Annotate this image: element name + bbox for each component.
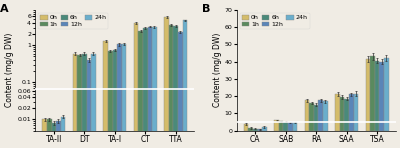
- Bar: [262, 127, 267, 131]
- Bar: [112, 50, 117, 148]
- Bar: [61, 117, 65, 148]
- Bar: [42, 119, 47, 148]
- Bar: [284, 122, 288, 131]
- Bar: [91, 54, 96, 148]
- Bar: [370, 56, 375, 131]
- Bar: [258, 130, 262, 131]
- Bar: [305, 100, 309, 131]
- Bar: [288, 122, 292, 131]
- Bar: [108, 51, 112, 148]
- Bar: [318, 100, 323, 131]
- Bar: [138, 30, 143, 148]
- Bar: [82, 54, 87, 148]
- Bar: [73, 54, 78, 148]
- Bar: [134, 23, 138, 148]
- Bar: [178, 32, 183, 148]
- Bar: [323, 101, 328, 131]
- Text: A: A: [0, 4, 9, 14]
- Bar: [183, 20, 187, 148]
- Bar: [344, 99, 349, 131]
- Bar: [87, 60, 91, 148]
- Bar: [335, 94, 340, 131]
- Bar: [117, 45, 122, 148]
- Bar: [380, 62, 384, 131]
- Bar: [244, 124, 248, 131]
- Bar: [309, 103, 314, 131]
- Bar: [122, 44, 126, 148]
- Bar: [47, 119, 52, 148]
- Bar: [366, 59, 370, 131]
- Bar: [248, 128, 253, 131]
- Bar: [52, 123, 56, 148]
- Bar: [340, 97, 344, 131]
- Bar: [164, 17, 169, 148]
- Bar: [103, 41, 108, 148]
- Bar: [169, 25, 174, 148]
- Bar: [78, 55, 82, 148]
- Bar: [274, 120, 279, 131]
- Bar: [148, 26, 152, 148]
- Bar: [375, 61, 380, 131]
- Y-axis label: Content (mg/g DW): Content (mg/g DW): [213, 33, 222, 107]
- Legend: 0h, 1h, 6h, 12h, 24h: 0h, 1h, 6h, 12h, 24h: [38, 13, 108, 29]
- Bar: [349, 94, 354, 131]
- Bar: [253, 129, 258, 131]
- Bar: [354, 94, 358, 131]
- Bar: [152, 27, 157, 148]
- Bar: [384, 58, 388, 131]
- Bar: [56, 121, 61, 148]
- Text: B: B: [202, 4, 210, 14]
- Bar: [279, 121, 284, 131]
- Bar: [292, 122, 297, 131]
- Bar: [143, 28, 148, 148]
- Y-axis label: Content (mg/g DW): Content (mg/g DW): [6, 33, 14, 107]
- Legend: 0h, 1h, 6h, 12h, 24h: 0h, 1h, 6h, 12h, 24h: [240, 13, 310, 29]
- Bar: [174, 26, 178, 148]
- Bar: [314, 105, 318, 131]
